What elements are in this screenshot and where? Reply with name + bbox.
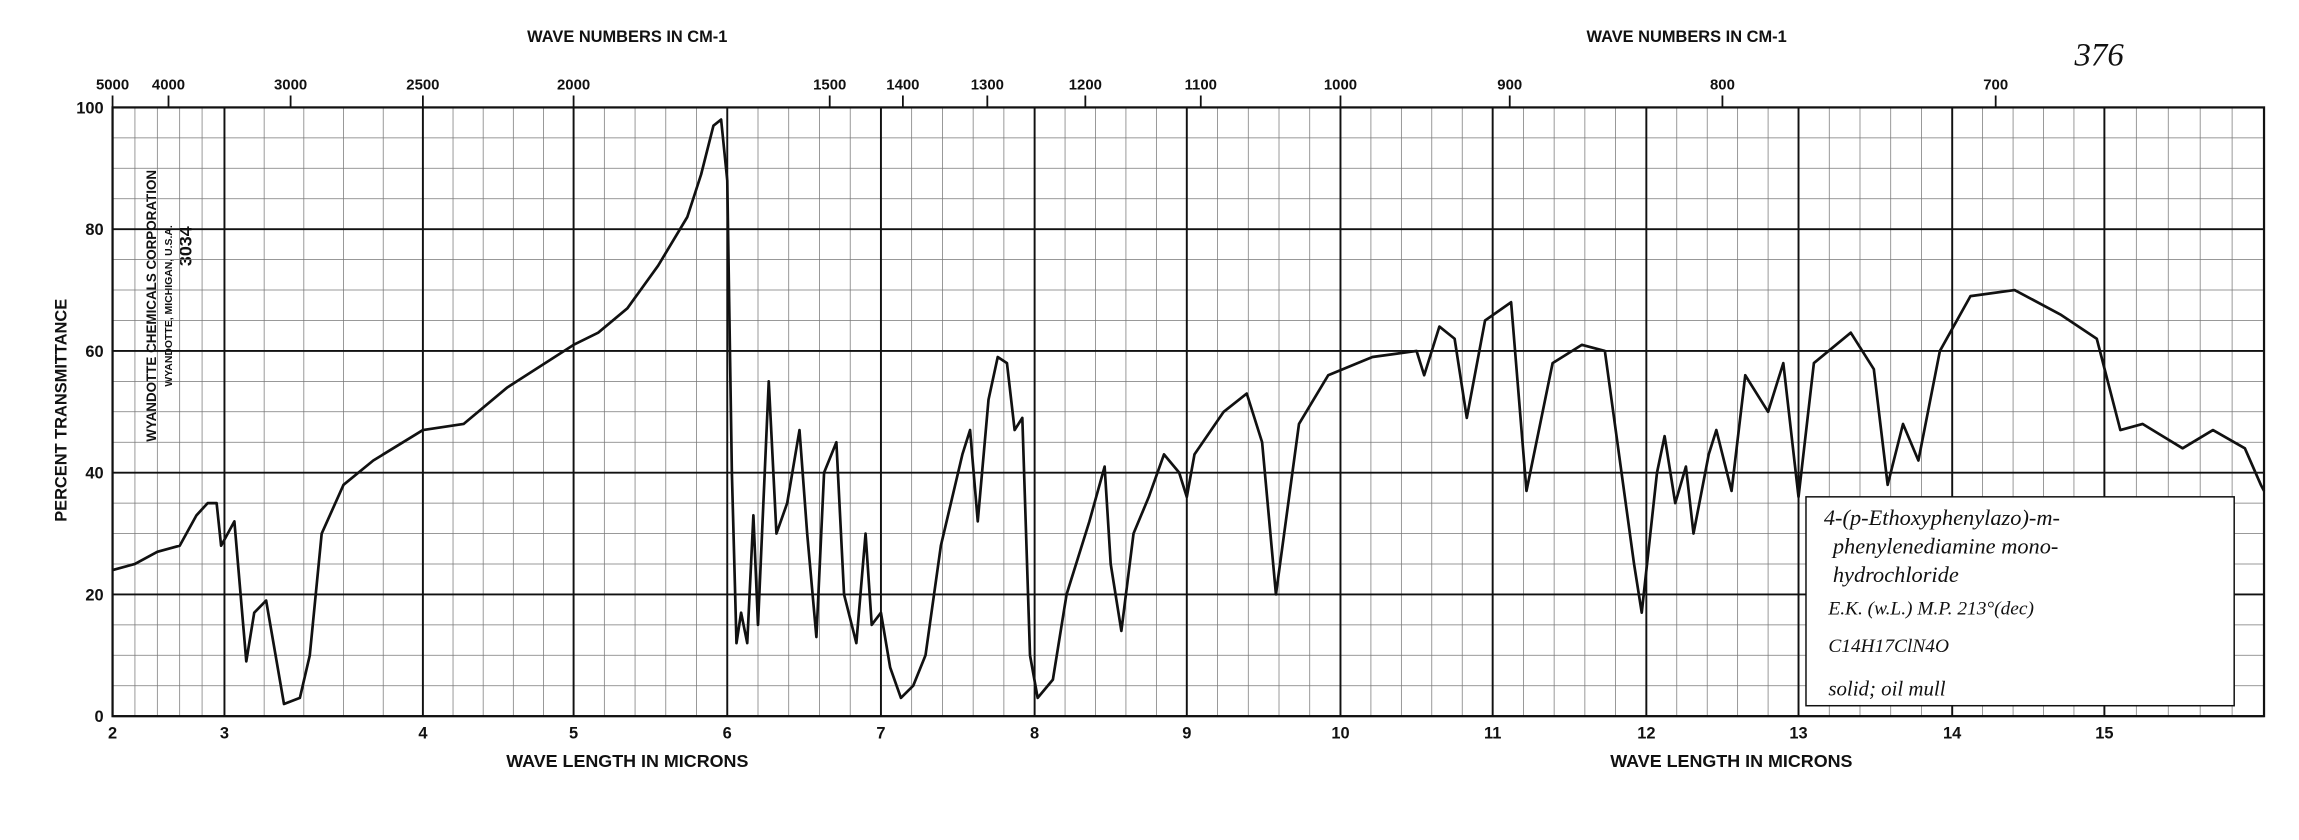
x-axis-title: WAVE LENGTH IN MICRONS xyxy=(1610,751,1852,771)
x-tick-label: 10 xyxy=(1331,725,1349,743)
top-tick-label: 4000 xyxy=(152,77,185,94)
y-tick-label: 100 xyxy=(76,99,103,117)
y-axis-title: PERCENT TRANSMITTANCE xyxy=(52,299,70,522)
top-tick-label: 2000 xyxy=(557,77,590,94)
stamp-text: WYANDOTTE, MICHIGAN, U.S.A. xyxy=(164,225,175,386)
x-axis-title: WAVE LENGTH IN MICRONS xyxy=(506,751,748,771)
x-tick-label: 13 xyxy=(1789,725,1807,743)
annotation-line: E.K. (w.L.) M.P. 213°(dec) xyxy=(1827,599,2034,620)
annotation-line: 4-(p-Ethoxyphenylazo)-m- xyxy=(1824,505,2060,530)
top-tick-label: 3000 xyxy=(274,77,307,94)
y-tick-label: 60 xyxy=(85,343,103,361)
plot-frame xyxy=(111,106,2266,718)
top-axis-title: WAVE NUMBERS IN CM-1 xyxy=(1587,28,1787,46)
top-tick-label: 1100 xyxy=(1185,77,1217,94)
spectrum-number: 376 xyxy=(2074,38,2125,74)
annotation-line: phenylenediamine mono- xyxy=(1831,534,2059,559)
top-tick-label: 900 xyxy=(1497,77,1522,94)
x-tick-label: 4 xyxy=(418,725,428,743)
x-tick-label: 5 xyxy=(569,725,578,743)
x-tick-label: 12 xyxy=(1637,725,1655,743)
annotation-line: C14H17ClN4O xyxy=(1828,636,1949,657)
stamp: WYANDOTTE CHEMICALS CORPORATION WYANDOTT… xyxy=(144,170,196,442)
annotation-line: solid; oil mull xyxy=(1828,676,1945,700)
stamp-text: WYANDOTTE CHEMICALS CORPORATION xyxy=(144,170,159,442)
top-tick-label: 700 xyxy=(1983,77,2008,94)
top-tick-label: 1400 xyxy=(886,77,919,94)
top-tick-label: 800 xyxy=(1710,77,1735,94)
top-axis-title: WAVE NUMBERS IN CM-1 xyxy=(527,28,727,46)
x-tick-label: 14 xyxy=(1943,725,1962,743)
x-tick-label: 9 xyxy=(1182,725,1191,743)
y-tick-label: 0 xyxy=(94,708,103,726)
top-tick-label: 1200 xyxy=(1069,77,1102,94)
y-tick-label: 40 xyxy=(85,465,103,483)
annotation-line: hydrochloride xyxy=(1833,562,1959,587)
annotation-box: 4-(p-Ethoxyphenylazo)-m- phenylenediamin… xyxy=(1805,496,2235,707)
top-tick-label: 1300 xyxy=(971,77,1004,94)
x-tick-label: 8 xyxy=(1030,725,1039,743)
x-tick-label: 2 xyxy=(108,725,117,743)
annotation-frame xyxy=(1805,496,2235,707)
spectrum-line xyxy=(112,118,2266,706)
y-tick-label: 80 xyxy=(85,221,103,239)
x-tick-label: 7 xyxy=(876,725,885,743)
top-tick-label: 2500 xyxy=(406,77,439,94)
x-tick-label: 3 xyxy=(220,725,229,743)
x-tick-label: 11 xyxy=(1484,725,1501,743)
x-tick-label: 6 xyxy=(723,725,732,743)
top-tick-label: 5000 xyxy=(96,77,129,94)
top-tick-label: 1000 xyxy=(1324,77,1357,94)
stamp-text: 3034 xyxy=(176,226,196,266)
x-tick-label: 15 xyxy=(2095,725,2113,743)
top-tick-label: 1500 xyxy=(813,77,846,94)
y-tick-label: 20 xyxy=(85,586,103,604)
